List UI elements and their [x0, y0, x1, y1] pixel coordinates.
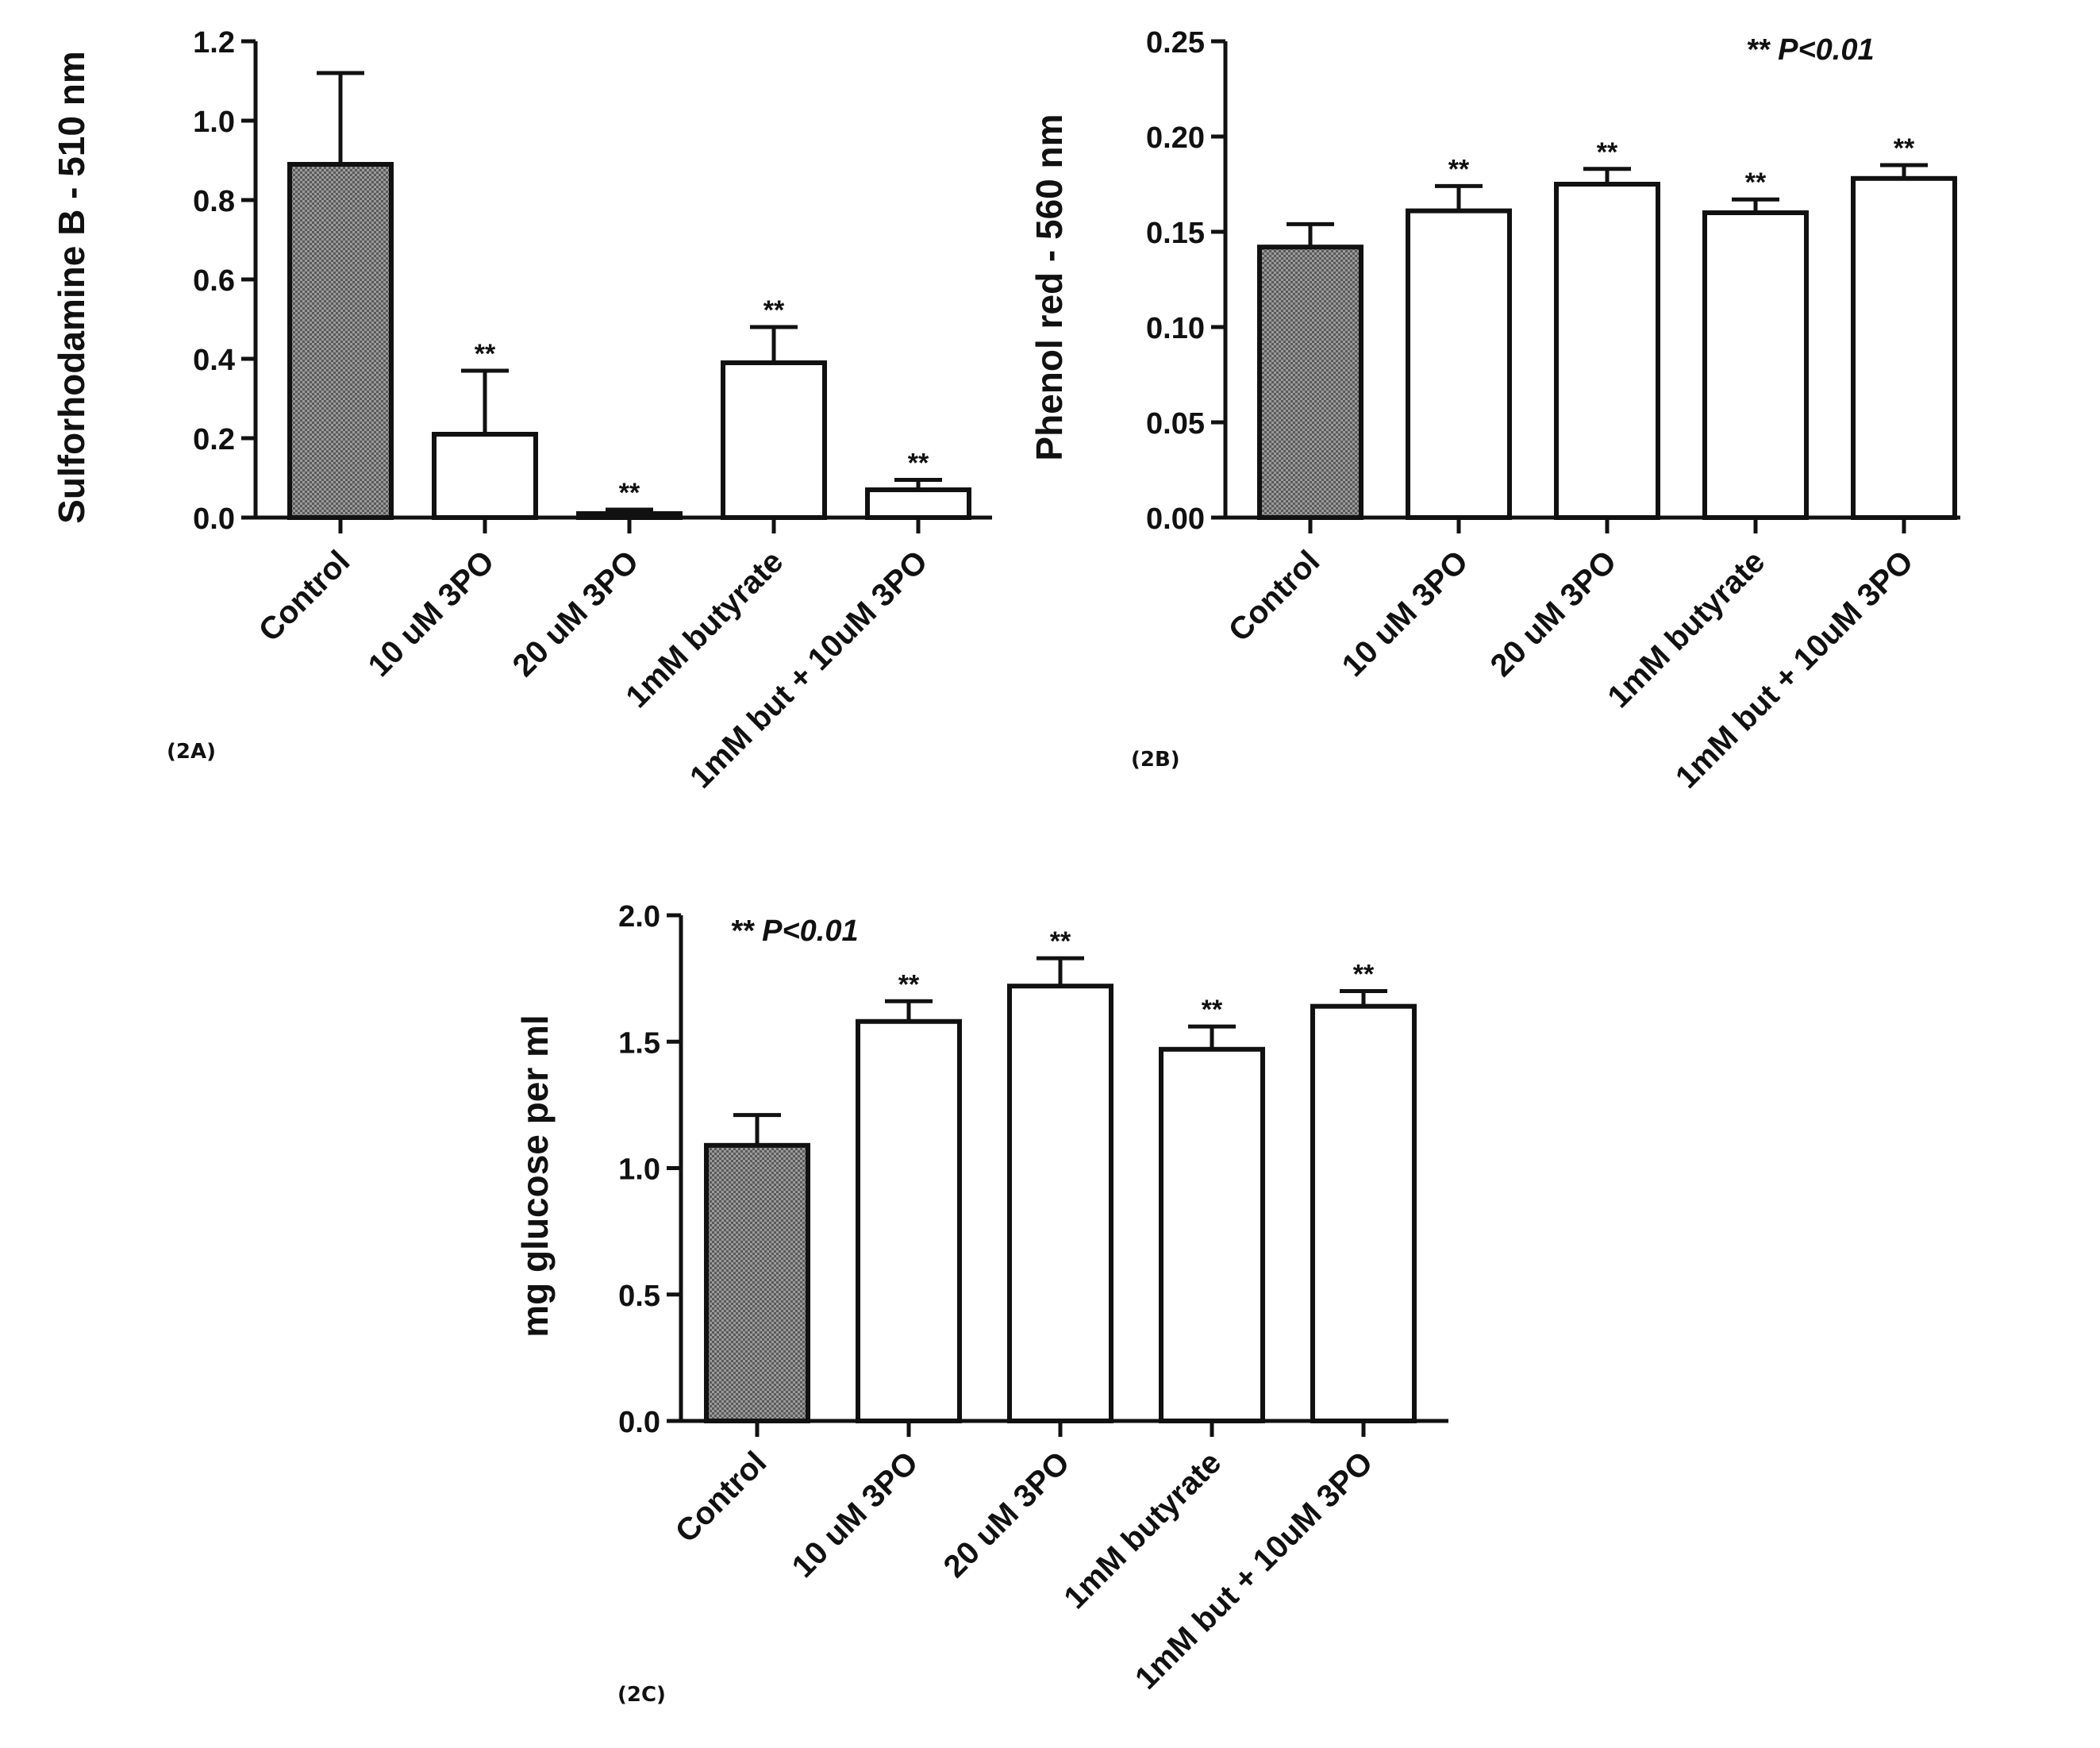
category-label: Control [252, 544, 357, 649]
bar [432, 432, 538, 520]
bar [1554, 182, 1660, 520]
bar [1406, 208, 1512, 520]
y-tick-label: 0.10 [1146, 312, 1205, 345]
panel-label: (2A) [167, 740, 216, 764]
bar [856, 1018, 962, 1424]
bar [865, 487, 971, 520]
panel-2a: 0.0 0.2 0.4 0.6 0.8 1.0 1.2 Sulforhodamine B - … [51, 26, 992, 795]
y-tick-label: 0.8 [193, 185, 235, 218]
panel-2b: 0.00 0.05 0.10 0.15 0.20 0.25 Phenol red - 560… [1029, 26, 1960, 795]
y-tick-label: 1.2 [193, 26, 235, 60]
category-label: 1mM but + 10uM 3PO [683, 544, 934, 795]
y-tick-label: 0.00 [1146, 502, 1205, 536]
category-label: 10 uM 3PO [1336, 544, 1475, 683]
y-tick-label: 2.0 [618, 900, 660, 934]
category-label: 1mM but + 10uM 3PO [1669, 544, 1920, 795]
category-label: 1mM butyrate [1057, 1445, 1228, 1615]
significance-marker: ** [1202, 995, 1223, 1025]
significance-marker: ** [1597, 137, 1618, 167]
y-tick-label: 0.05 [1146, 407, 1205, 441]
y-axis-title: Sulforhodamine B - 510 nm [51, 51, 92, 524]
significance-marker: ** [1353, 960, 1375, 990]
significance-marker: ** [1448, 154, 1470, 184]
y-axis-title: mg glucose per ml [514, 1015, 556, 1337]
category-label: Control [669, 1445, 774, 1550]
bar [576, 511, 683, 520]
significance-marker: ** [1050, 926, 1071, 957]
panel-label: (2B) [1131, 748, 1180, 772]
y-tick-label: 1.0 [193, 106, 235, 139]
bar [1310, 1003, 1417, 1424]
significance-marker: ** [475, 339, 496, 369]
significance-marker: ** [619, 478, 640, 508]
category-label: 20 uM 3PO [1484, 544, 1624, 683]
bar [1851, 175, 1957, 521]
category-label: Control [1222, 544, 1327, 649]
y-tick-label: 0.0 [618, 1406, 660, 1439]
y-tick-label: 0.4 [193, 344, 235, 377]
significance-marker: ** [898, 969, 920, 999]
bar [704, 1142, 810, 1423]
y-tick-label: 0.5 [618, 1280, 660, 1313]
category-label: 10 uM 3PO [362, 544, 502, 683]
y-tick-label: 0.6 [193, 264, 235, 298]
category-label: 1mM butyrate [1601, 544, 1771, 714]
significance-marker: ** [763, 295, 785, 325]
bar [1702, 210, 1809, 520]
bar [721, 360, 827, 520]
bar [287, 162, 394, 520]
y-tick-label: 0.20 [1146, 121, 1205, 155]
y-tick-label: 0.15 [1146, 217, 1205, 250]
bar [1007, 984, 1113, 1424]
panel-2c: 0.0 0.5 1.0 1.5 2.0 mg glucose per ml Control *… [514, 900, 1448, 1707]
significance-marker: ** [1894, 133, 1915, 164]
category-label: 20 uM 3PO [937, 1445, 1077, 1584]
y-tick-label: 0.2 [193, 423, 235, 456]
bar [1159, 1046, 1265, 1424]
y-axis-title: Phenol red - 560 nm [1029, 114, 1070, 460]
category-label: 20 uM 3PO [506, 544, 646, 683]
p-value-note: ** P<0.01 [1746, 33, 1875, 67]
y-tick-label: 0.0 [193, 502, 235, 536]
y-tick-label: 1.5 [618, 1026, 660, 1060]
y-tick-label: 0.25 [1146, 26, 1205, 60]
bar [1257, 244, 1363, 520]
p-value-note: ** P<0.01 [730, 914, 859, 948]
significance-marker: ** [1745, 167, 1767, 198]
significance-marker: ** [908, 449, 929, 479]
panel-label: (2C) [617, 1683, 666, 1707]
category-label: 10 uM 3PO [786, 1445, 925, 1584]
y-tick-label: 1.0 [618, 1153, 660, 1187]
